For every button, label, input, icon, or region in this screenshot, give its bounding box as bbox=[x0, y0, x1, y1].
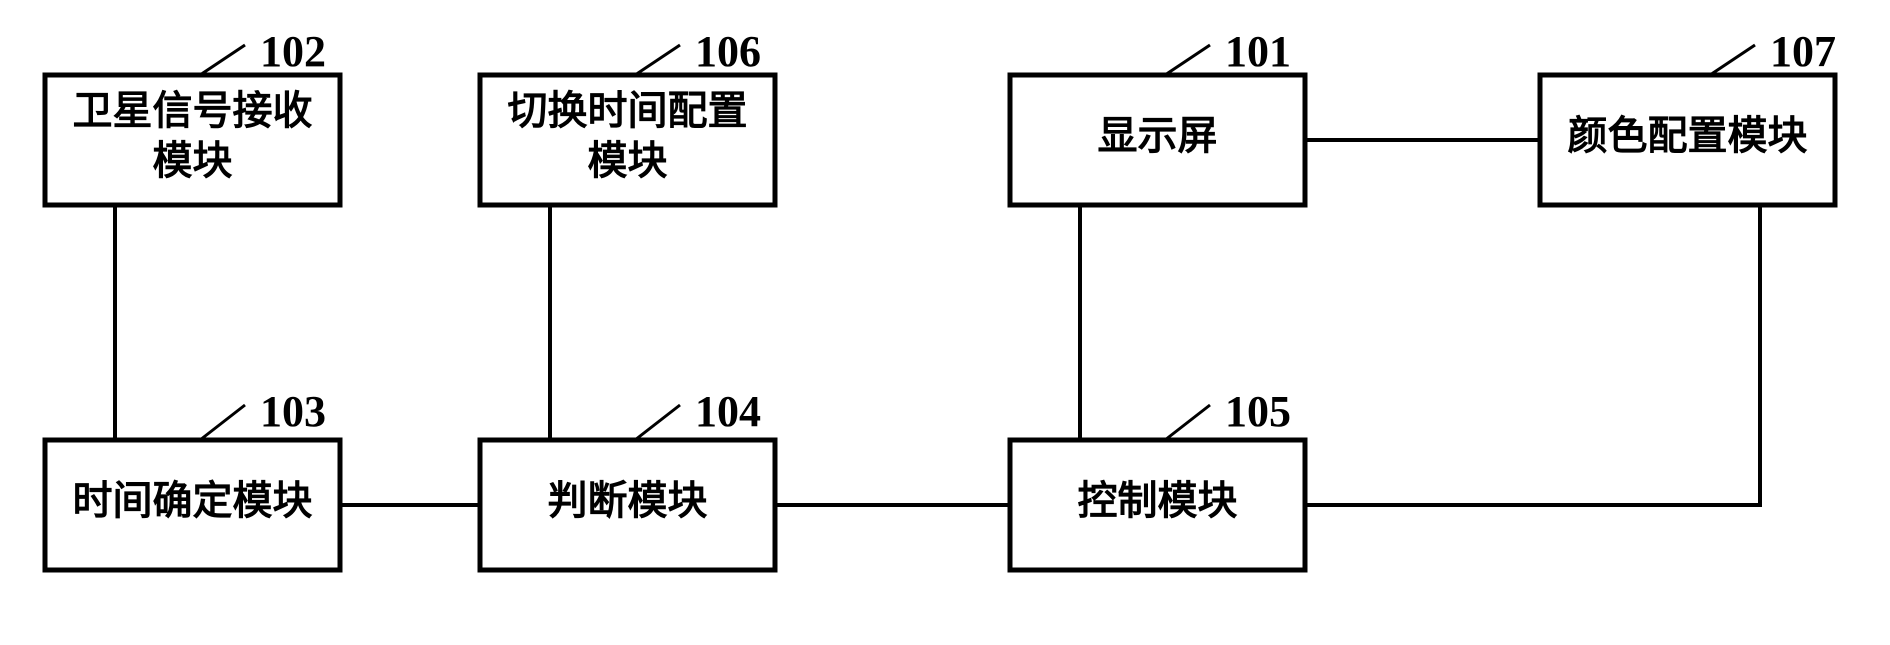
ref-number: 104 bbox=[695, 387, 761, 436]
node-label: 判断模块 bbox=[548, 478, 708, 523]
nodes-layer: 卫星信号接收模块102 切换时间配置模块106 显示屏101 颜色配置模块 107 时间确… bbox=[45, 27, 1836, 570]
leader-line bbox=[200, 45, 245, 75]
leader-line bbox=[635, 45, 680, 75]
node-label: 时间确定模块 bbox=[73, 478, 313, 523]
node-n106: 切换时间配置模块106 bbox=[480, 27, 775, 205]
node-n104: 判断模块 104 bbox=[480, 387, 775, 570]
node-n103: 时间确定模块 103 bbox=[45, 387, 340, 570]
leader-line bbox=[1165, 45, 1210, 75]
node-n105: 控制模块 105 bbox=[1010, 387, 1305, 570]
node-label: 颜色配置模块 bbox=[1568, 113, 1808, 158]
leader-line bbox=[200, 405, 245, 440]
diagram-canvas: 卫星信号接收模块102 切换时间配置模块106 显示屏101 颜色配置模块 107 时间确… bbox=[0, 0, 1890, 645]
node-n102: 卫星信号接收模块102 bbox=[45, 27, 340, 205]
leader-line bbox=[1710, 45, 1755, 75]
edge-n105-n107 bbox=[1305, 205, 1760, 505]
leader-line bbox=[635, 405, 680, 440]
ref-number: 103 bbox=[260, 387, 326, 436]
ref-number: 102 bbox=[260, 27, 326, 76]
edges-layer bbox=[115, 140, 1760, 505]
ref-number: 107 bbox=[1770, 27, 1836, 76]
node-n101: 显示屏101 bbox=[1010, 27, 1305, 205]
node-label: 显示屏 bbox=[1098, 113, 1218, 158]
node-n107: 颜色配置模块 107 bbox=[1540, 27, 1836, 205]
node-label: 控制模块 bbox=[1078, 478, 1238, 523]
ref-number: 105 bbox=[1225, 387, 1291, 436]
ref-number: 101 bbox=[1225, 27, 1291, 76]
ref-number: 106 bbox=[695, 27, 761, 76]
leader-line bbox=[1165, 405, 1210, 440]
